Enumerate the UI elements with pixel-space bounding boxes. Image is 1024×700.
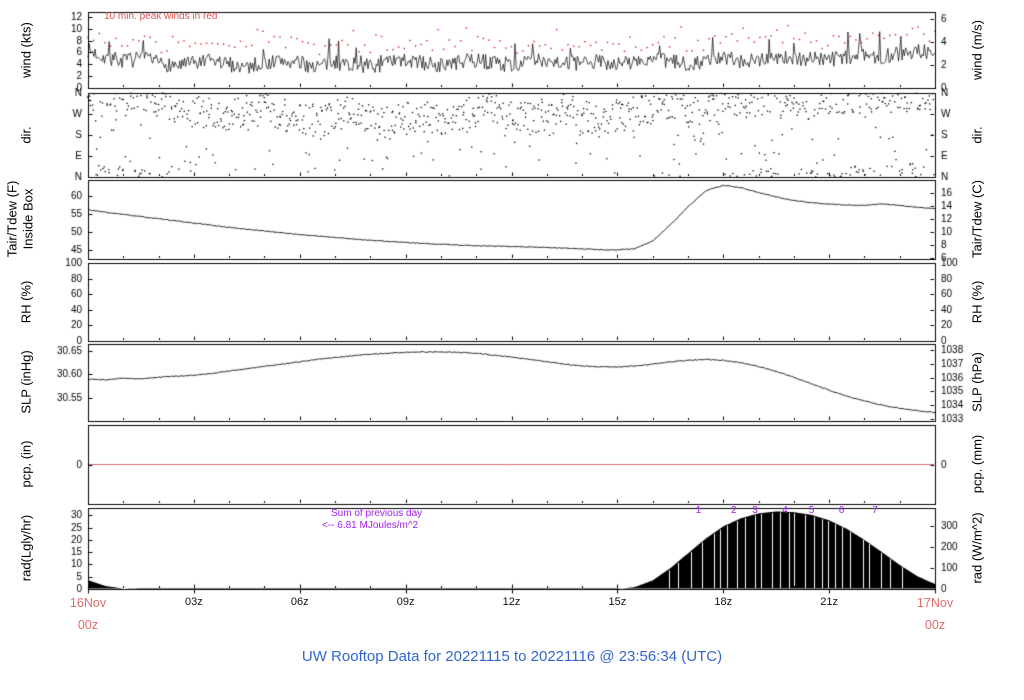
- axis-title-wind-right: wind (m/s): [969, 20, 985, 80]
- mj-marker: 5: [808, 505, 815, 516]
- x-tick-label: 18z: [714, 596, 733, 608]
- axis-title-pcp-left: pcp. (in): [18, 440, 34, 488]
- axis-title-tair-left2: Inside Box: [20, 188, 36, 250]
- x-tick-label: 21z: [820, 596, 838, 608]
- mj-marker: 2: [731, 505, 737, 516]
- axis-title-rh-left: RH (%): [18, 280, 34, 324]
- axis-title-slp-left: SLP (inHg): [18, 350, 34, 414]
- axis-title-rad-right: rad (W/m^2): [969, 512, 985, 584]
- x-start-time: 00z: [77, 618, 99, 632]
- rad-sum-annotation-line2: <-- 6.81 MJoules/m^2: [322, 520, 419, 531]
- mj-marker: 6: [838, 505, 845, 516]
- mj-marker: 1: [695, 505, 702, 516]
- axis-title-tair-left: Tair/Tdew (F): [4, 180, 20, 258]
- x-tick-label: 15z: [608, 596, 627, 608]
- mj-marker: 7: [872, 505, 878, 516]
- x-tick-label: 03z: [185, 596, 203, 608]
- axis-title-dir-left: dir.: [18, 126, 34, 144]
- mj-marker: 4: [782, 505, 788, 516]
- axis-title-pcp-right: pcp. (mm): [969, 434, 985, 494]
- x-tick-label: 09z: [396, 596, 415, 608]
- wind-peak-annotation: 10 min. peak winds in red: [104, 11, 218, 22]
- axis-title-rad-left: rad(Lgly/hr): [18, 514, 34, 582]
- rad-sum-annotation-line1: Sum of previous day: [331, 508, 423, 519]
- axis-title-slp-right: SLP (hPa): [969, 352, 985, 412]
- page-title: UW Rooftop Data for 20221115 to 20221116…: [301, 648, 723, 665]
- mj-marker: 3: [752, 505, 758, 516]
- axis-title-wind-left: wind (kts): [18, 22, 34, 78]
- x-end-date: 17Nov: [916, 596, 954, 610]
- x-start-date: 16Nov: [69, 596, 107, 610]
- axis-title-dir-right: dir.: [969, 126, 985, 144]
- axis-title-tair-right: Tair/Tdew (C): [969, 179, 985, 259]
- x-end-time: 00z: [924, 618, 946, 632]
- x-tick-label: 12z: [502, 596, 521, 608]
- axis-title-rh-right: RH (%): [969, 280, 985, 324]
- x-tick-label: 06z: [290, 596, 309, 608]
